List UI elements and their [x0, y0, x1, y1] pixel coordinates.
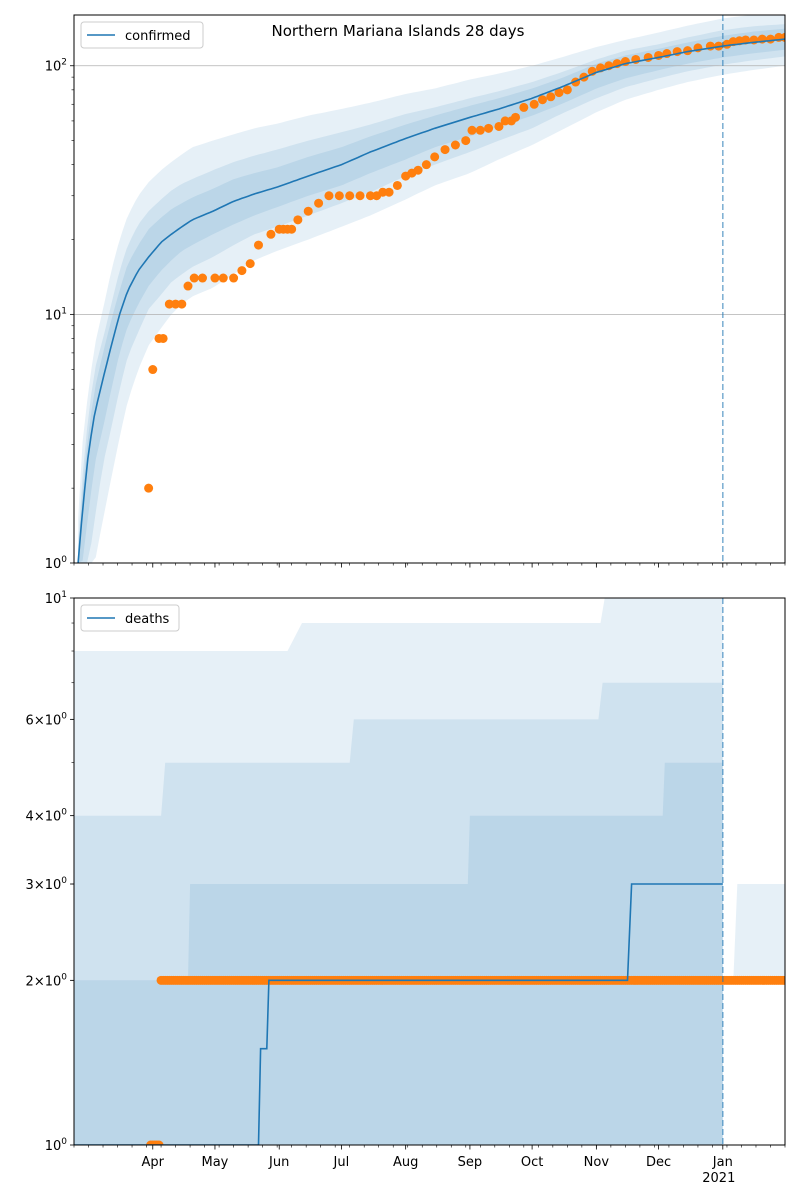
legend-box [80, 21, 204, 49]
forecast-band [733, 884, 785, 981]
y-axis: 100 2×100 3×100 4×100 6×100 101 [26, 590, 74, 1154]
data-point [765, 34, 775, 44]
confidence-band-1 [78, 24, 785, 563]
x-tick-label: Nov [584, 1155, 610, 1170]
data-point [287, 224, 297, 234]
x-tick-label: Dec [646, 1155, 671, 1170]
data-point [355, 191, 365, 201]
plot-area [74, 598, 785, 1145]
data-point [324, 191, 334, 201]
confirmed-chart: 100 101 102 Northern Mariana Islands 28 day… [45, 14, 786, 572]
data-point [210, 273, 220, 283]
x-tick-label: Oct [521, 1155, 543, 1170]
y-tick-label: 101 [45, 590, 67, 607]
series-line-confirmed [77, 38, 785, 563]
data-point [392, 180, 402, 190]
data-point [266, 229, 276, 239]
data-point [741, 35, 751, 45]
data-point [467, 125, 477, 135]
legend-box [80, 604, 180, 632]
axes-frame [73, 597, 786, 1146]
x-tick-label: Jan [712, 1155, 733, 1170]
chart-title: Northern Mariana Islands 28 days [272, 22, 525, 40]
data-point [413, 165, 423, 175]
data-point [519, 102, 529, 112]
data-point [345, 191, 355, 201]
axes-frame [73, 14, 786, 564]
data-point [237, 266, 247, 276]
data-point [293, 215, 303, 225]
legend-label: confirmed [125, 29, 191, 44]
legend: deaths [80, 604, 180, 632]
data-point [183, 281, 193, 291]
data-point [229, 273, 239, 283]
data-point [365, 191, 375, 201]
data-point [164, 299, 174, 309]
data-point [253, 240, 263, 250]
data-point [177, 299, 187, 309]
y-tick-label: 101 [45, 306, 67, 323]
data-point [484, 123, 494, 133]
data-point [148, 365, 158, 375]
observed-points [144, 32, 785, 493]
data-point [378, 187, 388, 197]
y-tick-label: 100 [45, 1137, 68, 1154]
y-tick-label: 3×100 [26, 876, 68, 893]
y-axis: 100 101 102 [45, 58, 74, 572]
data-point [421, 160, 431, 170]
data-point [440, 145, 450, 155]
y-tick-label: 100 [45, 555, 68, 572]
data-point [537, 95, 547, 105]
data-point [218, 273, 228, 283]
data-point [198, 273, 208, 283]
confidence-band-1 [74, 682, 723, 1145]
data-point [511, 112, 521, 122]
confidence-band-2 [74, 762, 723, 1145]
data-point [562, 85, 572, 95]
data-point [683, 46, 693, 56]
x-tick-label: May [202, 1155, 229, 1170]
data-point [494, 121, 504, 131]
data-point [546, 92, 556, 102]
data-point [189, 273, 199, 283]
x-tick-label: Jun [268, 1155, 289, 1170]
data-point [171, 299, 181, 309]
series-line-deaths [74, 883, 723, 1145]
data-point [430, 152, 440, 162]
legend-label: deaths [125, 612, 170, 627]
data-point [461, 136, 471, 146]
legend: confirmed [80, 21, 204, 49]
y-tick-label: 4×100 [26, 808, 68, 825]
x-tick-label: Apr [142, 1155, 165, 1170]
data-point [334, 191, 344, 201]
data-point [780, 975, 785, 985]
y-tick-label: 6×100 [26, 711, 68, 728]
data-point [529, 99, 539, 109]
data-point [475, 125, 485, 135]
confidence-band-0 [74, 598, 723, 1145]
data-point [154, 1140, 164, 1145]
x-tick-label: Aug [393, 1155, 418, 1170]
x-tick-sublabel: 2021 [702, 1171, 735, 1186]
x-tick-label: Sep [458, 1155, 483, 1170]
confidence-band-0 [78, 15, 785, 563]
x-tick-label: Jul [333, 1155, 350, 1170]
data-point [245, 259, 255, 269]
data-point [158, 333, 168, 343]
deaths-chart: 100 2×100 3×100 4×100 6×100 101 Apr May Jun Jul Au… [26, 590, 786, 1186]
data-point [554, 88, 564, 98]
data-point [303, 206, 313, 216]
y-tick-label: 2×100 [26, 972, 68, 989]
data-point [144, 483, 154, 493]
x-axis [73, 563, 786, 568]
plot-area [74, 15, 785, 563]
data-point [314, 198, 324, 208]
data-point [450, 140, 460, 150]
data-point [500, 116, 510, 126]
y-tick-label: 102 [45, 58, 67, 75]
data-point [384, 187, 394, 197]
confidence-band-2 [78, 28, 785, 563]
